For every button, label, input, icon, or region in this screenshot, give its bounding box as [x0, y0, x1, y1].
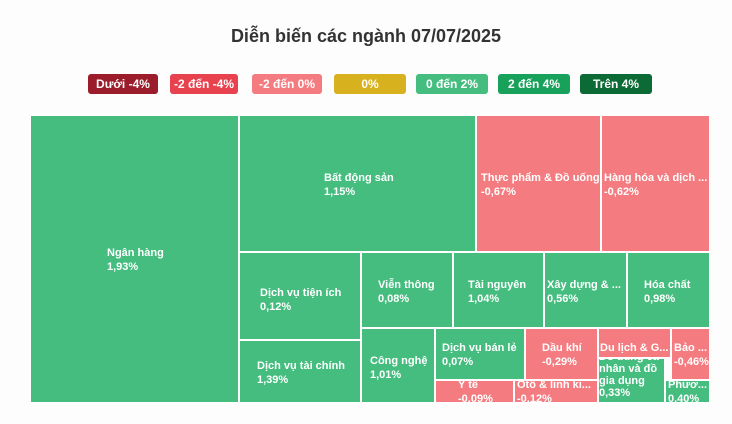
tile-value: -0,67% — [481, 186, 516, 198]
tile-name: Bảo ... — [674, 342, 708, 354]
treemap-tile[interactable]: Phươ... 0,40% — [665, 380, 710, 403]
tile-name: Thực phẩm & Đồ uống — [481, 172, 600, 184]
treemap-tile[interactable]: Du lịch & G... — [598, 328, 671, 358]
treemap-tile[interactable]: Xây dựng & ... 0,56% — [544, 252, 627, 328]
treemap-tile[interactable]: Dầu khí -0,29% — [525, 328, 598, 380]
tile-name: Bất động sản — [324, 172, 394, 184]
tile-label: Du lịch & G... — [600, 341, 670, 355]
tile-value: 1,15% — [324, 186, 356, 198]
treemap-tile[interactable]: Dịch vụ bán lẻ 0,07% — [435, 328, 525, 380]
tile-name: Công nghệ — [370, 355, 428, 367]
tile-value: 0,40% — [668, 393, 700, 403]
tile-name: Dịch vụ bán lẻ — [442, 342, 517, 354]
legend-item[interactable]: 2 đến 4% — [498, 74, 570, 94]
tile-value: 0,98% — [644, 293, 676, 305]
legend-item[interactable]: -2 đến -4% — [170, 74, 238, 94]
treemap-tile[interactable]: Dịch vụ tiện ích 0,12% — [239, 252, 361, 340]
treemap-tile[interactable]: Hóa chất 0,98% — [627, 252, 710, 328]
tile-name: Hóa chất — [644, 279, 691, 291]
tile-value: 0,12% — [260, 301, 292, 313]
treemap-tile[interactable]: Hàng hóa và dịch ... -0,62% — [601, 115, 710, 252]
tile-name: Ngân hàng — [107, 247, 164, 259]
tile-value: 0,07% — [442, 356, 474, 368]
treemap-tile[interactable]: Công nghệ 1,01% — [361, 328, 435, 403]
tile-name: Phươ... — [668, 380, 708, 391]
tile-label: Dịch vụ tiện ích 0,12% — [260, 286, 360, 314]
tile-label: Dầu khí -0,29% — [542, 341, 597, 369]
tile-name: Viễn thông — [378, 279, 435, 291]
tile-label: Hàng hóa và dịch ... -0,62% — [604, 171, 709, 199]
chart-title: Diễn biến các ngành 07/07/2025 — [230, 26, 502, 46]
legend-item[interactable]: 0% — [334, 74, 406, 94]
tile-name: Tài nguyên — [468, 279, 527, 291]
tile-value: -0,62% — [604, 186, 639, 198]
tile-value: 1,04% — [468, 293, 500, 305]
tile-name: Dịch vụ tiện ích — [260, 287, 342, 299]
tile-value: 0,33% — [599, 387, 631, 399]
treemap-tile[interactable]: Bất động sản 1,15% — [239, 115, 476, 252]
treemap-tile[interactable]: Thực phẩm & Đồ uống -0,67% — [476, 115, 601, 252]
tile-label: Phươ... 0,40% — [668, 380, 709, 403]
legend-item[interactable]: Dưới -4% — [88, 74, 158, 94]
tile-label: Dịch vụ tài chính 1,39% — [257, 359, 360, 387]
tile-label: Bất động sản 1,15% — [324, 171, 464, 199]
tile-label: Thực phẩm & Đồ uống -0,67% — [481, 171, 600, 199]
treemap-tile[interactable]: Dịch vụ tài chính 1,39% — [239, 340, 361, 403]
tile-value: 0,08% — [378, 293, 410, 305]
tile-label: Xây dựng & ... 0,56% — [547, 278, 626, 306]
treemap: Ngân hàng 1,93% Bất động sản 1,15% Thực phẩm… — [30, 115, 710, 403]
tile-label: Ngân hàng 1,93% — [107, 246, 227, 274]
legend-item[interactable]: 0 đến 2% — [416, 74, 488, 94]
tile-label: Ôtô & linh ki... -0,12% — [517, 380, 597, 403]
tile-name: Dịch vụ tài chính — [257, 360, 346, 372]
tile-label: Viễn thông 0,08% — [378, 278, 452, 306]
tile-name: Hàng hóa và dịch ... — [604, 172, 708, 184]
treemap-tile[interactable]: Bảo ... -0,46% — [671, 328, 710, 380]
tile-value: -0,46% — [674, 356, 709, 368]
tile-value: -0,29% — [542, 356, 577, 368]
tile-name: Dầu khí — [542, 342, 582, 354]
tile-name: Đồ dùng cá nhân và đồ gia dụng — [599, 359, 659, 387]
tile-name: Xây dựng & ... — [547, 279, 621, 291]
treemap-tile[interactable]: Ngân hàng 1,93% — [30, 115, 239, 403]
tile-label: Bảo ... -0,46% — [674, 341, 709, 369]
tile-value: -0,12% — [517, 393, 552, 403]
treemap-tile[interactable]: Ôtô & linh ki... -0,12% — [514, 380, 598, 403]
treemap-tile[interactable]: Y tế -0,09% — [435, 380, 514, 403]
tile-name: Ôtô & linh ki... — [517, 380, 591, 391]
tile-value: 1,39% — [257, 374, 289, 386]
tile-label: Tài nguyên 1,04% — [468, 278, 543, 306]
tile-value: -0,09% — [458, 393, 493, 403]
treemap-tile[interactable]: Tài nguyên 1,04% — [453, 252, 544, 328]
legend-item[interactable]: Trên 4% — [580, 74, 652, 94]
tile-value: 1,01% — [370, 369, 402, 381]
legend-item[interactable]: -2 đến 0% — [252, 74, 322, 94]
legend: Dưới -4% -2 đến -4% -2 đến 0% 0% 0 đến 2% 2 đ… — [0, 74, 732, 94]
tile-label: Dịch vụ bán lẻ 0,07% — [442, 341, 524, 369]
treemap-tile[interactable]: Viễn thông 0,08% — [361, 252, 453, 328]
tile-label: Công nghệ 1,01% — [370, 354, 434, 382]
tile-name: Du lịch & G... — [600, 342, 669, 354]
tile-value: 0,56% — [547, 293, 579, 305]
tile-name: Y tế — [458, 380, 478, 391]
tile-label: Y tế -0,09% — [458, 380, 513, 403]
tile-label: Hóa chất 0,98% — [644, 278, 709, 306]
tile-value: 1,93% — [107, 261, 139, 273]
